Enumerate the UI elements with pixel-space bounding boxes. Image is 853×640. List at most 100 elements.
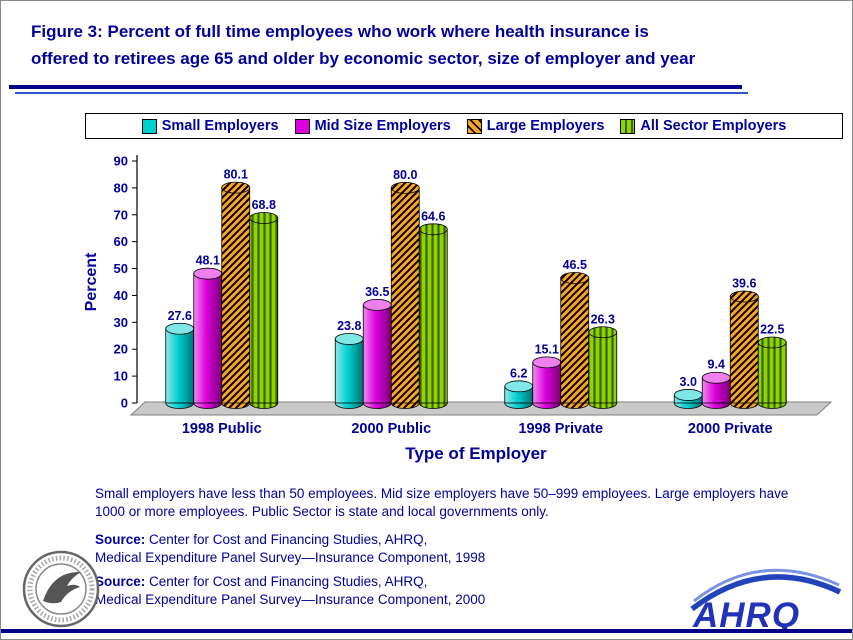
source-text-line2: Medical Expenditure Panel Survey—Insuran… (95, 549, 486, 565)
ahrq-logo: AHRQ (690, 559, 842, 638)
bar-top (701, 371, 731, 384)
bar-value-label: 9.4 (708, 358, 725, 372)
y-tick-label: 90 (114, 154, 128, 169)
figure-title-line1: Figure 3: Percent of full time employees… (31, 22, 649, 41)
bottom-divider (1, 629, 852, 633)
bar-value-label: 26.3 (591, 312, 615, 326)
bar (729, 296, 759, 404)
legend-label: Small Employers (161, 118, 279, 134)
bar (221, 187, 251, 404)
bar-top (390, 181, 420, 194)
bar-group: 6.2 15.1 46.5 26.3 (504, 258, 618, 409)
bar-top (334, 333, 364, 345)
bar-value-label: 48.1 (196, 254, 220, 268)
figure-title: Figure 3: Percent of full time employees… (31, 18, 695, 72)
legend-item: Large Employers (466, 118, 605, 134)
bar-value-label: 39.6 (732, 277, 756, 291)
bar-top (221, 181, 251, 194)
bar-value-label: 64.6 (421, 209, 445, 223)
y-tick-label: 50 (114, 261, 128, 276)
legend-swatch (294, 118, 310, 134)
bar-top (673, 389, 703, 401)
bar-top (504, 380, 534, 393)
y-axis-title: Percent (83, 252, 100, 311)
legend-item: Mid Size Employers (294, 118, 451, 134)
source-text-line2: Medical Expenditure Panel Survey—Insuran… (95, 591, 486, 607)
legend-item: All Sector Employers (620, 118, 786, 134)
legend-swatch (466, 118, 482, 134)
bar-value-label: 68.8 (252, 198, 276, 212)
source-note-1998: Source: Center for Cost and Financing St… (95, 531, 800, 566)
source-text: Center for Cost and Financing Studies, A… (145, 532, 428, 548)
bar (418, 228, 448, 404)
chart-area: 0 10 20 30 40 50 60 70 80 90 Percent 27.6 48.1 80.1 68… (77, 147, 837, 479)
legend-label: Mid Size Employers (314, 118, 451, 134)
bar-value-label: 46.5 (563, 258, 587, 272)
bar (334, 338, 364, 404)
bar-value-label: 27.6 (168, 309, 192, 323)
legend-label: All Sector Employers (640, 118, 787, 134)
bar-top (729, 290, 759, 303)
y-tick-label: 40 (114, 288, 128, 303)
legend-label: Large Employers (486, 118, 605, 134)
title-divider-accent (15, 92, 748, 94)
bar-value-label: 3.0 (680, 375, 697, 389)
y-tick-label: 20 (114, 342, 128, 357)
bar-group: 23.8 36.5 80.0 64.6 (334, 168, 448, 409)
hhs-seal-icon (22, 550, 100, 628)
bar (165, 328, 195, 404)
bar-top (757, 336, 787, 349)
bar (757, 342, 787, 404)
bar-top (362, 298, 392, 311)
bar-group: 27.6 48.1 80.1 68.8 (165, 168, 279, 409)
x-category-label: 2000 Private (688, 421, 773, 437)
bar-value-label: 6.2 (510, 366, 527, 380)
title-divider (9, 85, 742, 89)
bar-top (588, 326, 618, 339)
x-category-label: 1998 Private (518, 421, 603, 437)
footnotes: Small employers have less than 50 employ… (95, 485, 800, 615)
bar-value-label: 15.1 (535, 342, 559, 356)
bar-top (560, 272, 590, 284)
source-note-2000: Source: Center for Cost and Financing St… (95, 573, 800, 608)
definition-note: Small employers have less than 50 employ… (95, 486, 789, 519)
bar (588, 331, 618, 404)
bar-top (532, 356, 562, 369)
source-label: Source: (95, 574, 146, 590)
hhs-seal-logo (21, 549, 101, 634)
bar-value-label: 22.5 (760, 323, 784, 337)
legend-item: Small Employers (141, 118, 279, 134)
chart-floor (129, 401, 833, 416)
legend-swatch (141, 118, 157, 134)
bar-top (165, 322, 195, 335)
bar (193, 273, 223, 404)
x-axis-title: Type of Employer (405, 444, 547, 463)
bar-top (249, 212, 279, 224)
legend-swatch (620, 118, 636, 134)
bar-top (418, 223, 448, 236)
bar (390, 187, 420, 404)
x-category-label: 2000 Public (351, 421, 431, 437)
y-tick-label: 70 (114, 207, 128, 222)
y-tick-label: 60 (114, 234, 128, 249)
bar (560, 277, 590, 404)
bar-group: 3.0 9.4 39.6 22.5 (673, 277, 787, 409)
source-text: Center for Cost and Financing Studies, A… (145, 574, 428, 590)
bar-value-label: 80.1 (224, 168, 248, 182)
source-label: Source: (95, 532, 146, 548)
y-tick-label: 80 (114, 180, 128, 195)
chart-legend: Small Employers Mid Size Employers Large E… (85, 113, 843, 139)
bar-value-label: 23.8 (337, 319, 361, 333)
bar-value-label: 80.0 (393, 168, 417, 182)
ahrq-logo-text: AHRQ (692, 596, 800, 633)
bar-chart: 0 10 20 30 40 50 60 70 80 90 Percent 27.6 48.1 80.1 68… (83, 154, 833, 463)
bar-value-label: 36.5 (365, 285, 389, 299)
ahrq-logo-icon: AHRQ (690, 568, 842, 635)
y-tick-label: 30 (114, 315, 128, 330)
y-tick-label: 0 (121, 396, 128, 411)
bar-top (193, 267, 223, 280)
bar (532, 361, 562, 404)
y-tick-label: 10 (114, 369, 128, 384)
bar (362, 304, 392, 404)
